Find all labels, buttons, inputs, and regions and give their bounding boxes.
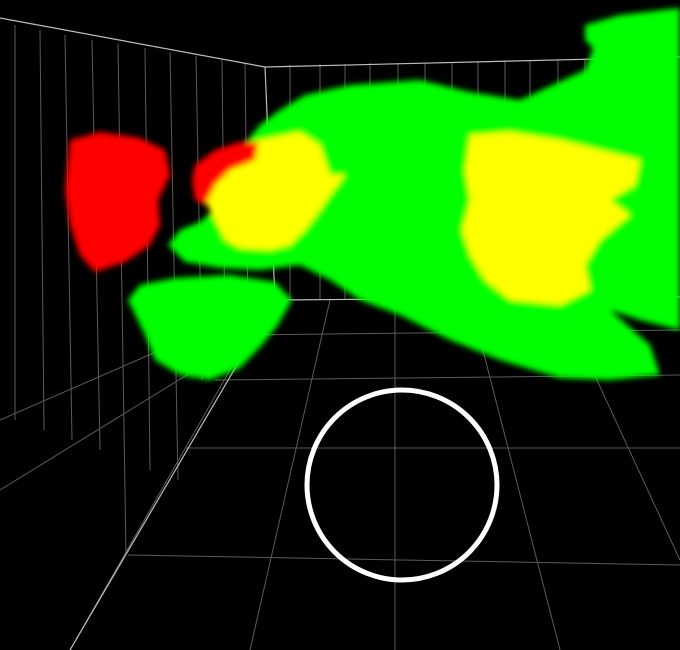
red-region (65, 132, 170, 272)
yellow-region (462, 132, 640, 305)
wall-grid-line (169, 51, 179, 481)
wall-grid-line (64, 34, 73, 441)
wall-grid-line (144, 47, 151, 471)
wall-grid-line (39, 29, 45, 431)
red-region (192, 142, 258, 205)
selection-circle-marker[interactable] (304, 387, 500, 583)
green-region (585, 8, 680, 70)
floor-grid-line (127, 554, 680, 566)
frame-edge (0, 17, 266, 68)
green-region (128, 275, 292, 380)
floor-grid-line (469, 299, 561, 650)
volume-blobs (65, 8, 680, 380)
wall-grid-line (117, 43, 127, 556)
floor-grid-line (249, 299, 331, 650)
left-wall-grid (14, 25, 249, 556)
